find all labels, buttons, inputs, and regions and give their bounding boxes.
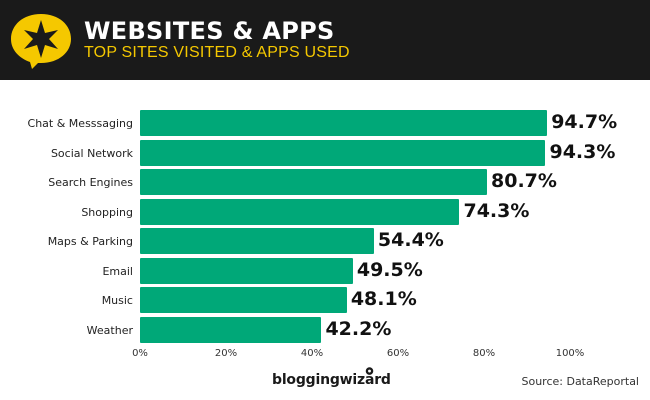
x-tick-label: 60%: [386, 348, 410, 359]
value-label: 42.2%: [325, 318, 392, 340]
category-label: Email: [102, 265, 133, 278]
x-tick-label: 100%: [555, 348, 585, 359]
category-label: Social Network: [50, 147, 133, 160]
x-tick-label: 20%: [214, 348, 238, 359]
header-banner: WEBSITES & APPS TOP SITES VISITED & APPS…: [0, 0, 650, 80]
category-label: Shopping: [81, 206, 133, 219]
value-label: 94.7%: [551, 111, 618, 133]
bar: [140, 140, 546, 166]
source-note: Source: DataReportal: [521, 375, 639, 388]
value-label: 49.5%: [356, 259, 423, 281]
category-label: Search Engines: [48, 176, 133, 189]
brand-speech-bubble-icon: [365, 367, 374, 375]
chart-title: WEBSITES & APPS: [84, 17, 335, 45]
bar: [140, 199, 460, 225]
x-tick-label: 80%: [472, 348, 496, 359]
category-label: Chat & Messsaging: [27, 117, 133, 130]
value-label: 54.4%: [377, 229, 444, 251]
bar: [140, 258, 353, 284]
star-speech-bubble-icon: [11, 14, 71, 69]
value-label: 94.3%: [549, 141, 616, 163]
bar: [140, 287, 347, 313]
brand-logo: bloggingwizard: [272, 372, 391, 388]
x-tick-label: 0%: [132, 348, 148, 359]
category-label: Music: [101, 294, 133, 307]
value-label: 74.3%: [463, 200, 530, 222]
bar: [140, 169, 487, 195]
bar: [140, 228, 374, 254]
value-label: 80.7%: [491, 170, 557, 192]
bar: [140, 110, 548, 136]
value-label: 48.1%: [350, 288, 417, 310]
category-label: Weather: [86, 324, 133, 337]
chart-subtitle: TOP SITES VISITED & APPS USED: [84, 44, 350, 61]
bar: [140, 317, 322, 343]
x-tick-label: 40%: [300, 348, 324, 359]
category-label: Maps & Parking: [47, 235, 133, 248]
